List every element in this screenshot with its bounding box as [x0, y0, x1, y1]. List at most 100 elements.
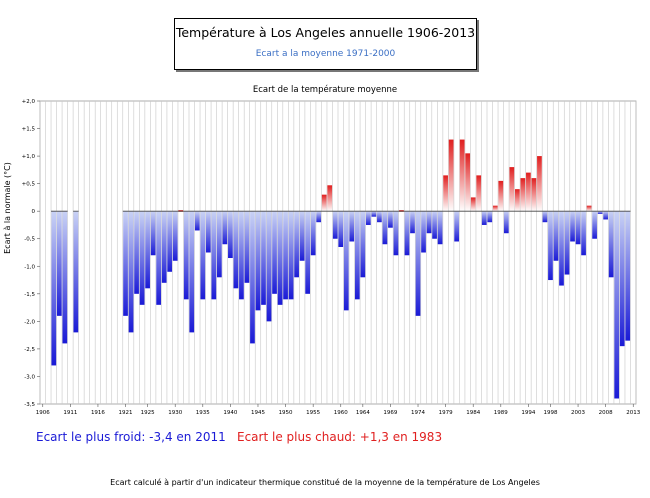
bar-1979: [443, 175, 448, 212]
bar-1910: [62, 211, 68, 344]
y-tick-label: 0: [32, 209, 36, 215]
bar-1955: [310, 211, 316, 256]
bar-1980: [448, 139, 454, 212]
bar-1945: [255, 211, 261, 311]
bar-2003: [575, 211, 581, 245]
x-tick-label: 2003: [571, 410, 585, 416]
chart-title: Ecart de la température moyenne: [252, 85, 398, 95]
page-title: Température à Los Angeles annuelle 1906-…: [175, 25, 476, 40]
bar-1929: [167, 211, 173, 272]
bar-1912: [73, 211, 79, 333]
bar-1966: [371, 211, 377, 217]
bar-1958: [327, 185, 333, 212]
bar-1996: [537, 156, 542, 212]
bar-1991: [509, 167, 515, 212]
bar-1983: [465, 153, 471, 212]
coldest-stat: Ecart le plus froid: -3,4 en 2011: [36, 430, 226, 444]
hottest-stat: Ecart le plus chaud: +1,3 en 1983: [237, 430, 443, 444]
bar-1952: [294, 211, 299, 278]
bar-2006: [592, 211, 597, 239]
bar-1947: [266, 211, 272, 322]
bar-1953: [299, 211, 305, 261]
x-tick-label: 1960: [334, 410, 348, 416]
bar-1924: [139, 211, 145, 305]
bar-2000: [559, 211, 564, 286]
x-tick-label: 1930: [168, 410, 182, 416]
bar-1926: [150, 211, 156, 256]
bar-1909: [56, 211, 62, 316]
x-tick-label: 1994: [521, 410, 535, 416]
bar-1934: [194, 211, 200, 231]
x-tick-label: 1979: [439, 410, 453, 416]
bar-1936: [205, 211, 211, 253]
x-tick-label: 1940: [223, 410, 237, 416]
bar-2012: [625, 211, 631, 341]
x-tick-label: 1998: [543, 410, 557, 416]
bar-1932: [183, 211, 189, 300]
x-tick-label: 2013: [626, 410, 640, 416]
y-tick-label: +0,5: [22, 182, 36, 188]
bar-1970: [393, 211, 399, 256]
bar-1975: [421, 211, 426, 253]
x-tick-label: 1989: [494, 410, 508, 416]
bar-1921: [123, 211, 128, 316]
y-tick-label: +1,0: [22, 154, 36, 160]
bar-1938: [216, 211, 222, 278]
bar-1976: [426, 211, 432, 234]
bar-1963: [354, 211, 360, 300]
bar-1961: [343, 211, 349, 311]
bar-1984: [470, 197, 476, 212]
bar-1908: [51, 211, 57, 366]
y-tick-label: -0,5: [24, 237, 35, 243]
bar-1965: [365, 211, 371, 225]
bar-1925: [145, 211, 150, 289]
bar-1937: [211, 211, 217, 300]
bar-1923: [134, 211, 139, 294]
bar-1987: [487, 211, 493, 223]
bar-1988: [492, 205, 498, 212]
bar-1974: [415, 211, 421, 316]
x-tick-label: 1921: [119, 410, 133, 416]
title-box: Température à Los Angeles annuelle 1906-…: [174, 18, 477, 70]
bar-1981: [454, 211, 460, 242]
x-tick-label: 1906: [36, 410, 50, 416]
bar-2004: [581, 211, 586, 256]
bar-1941: [233, 211, 239, 289]
bar-1992: [514, 189, 520, 212]
bar-1990: [503, 211, 509, 234]
y-tick-label: -2,5: [24, 347, 35, 353]
bar-1964: [360, 211, 366, 278]
bar-1928: [161, 211, 167, 283]
bar-1994: [526, 172, 531, 212]
bar-1940: [228, 211, 233, 259]
y-tick-label: -3,5: [24, 402, 35, 408]
bar-1950: [283, 211, 288, 300]
bar-1922: [128, 211, 134, 333]
x-tick-label: 1964: [356, 410, 370, 416]
bar-1949: [277, 211, 283, 305]
bar-1954: [305, 211, 311, 294]
bar-1942: [239, 211, 244, 300]
bar-1948: [272, 211, 277, 294]
bar-1927: [156, 211, 162, 305]
x-tick-label: 1945: [251, 410, 265, 416]
bar-1957: [321, 194, 327, 212]
y-tick-label: -1,5: [24, 292, 35, 298]
x-tick-label: 1974: [411, 410, 425, 416]
bar-1967: [377, 211, 382, 223]
bar-1956: [316, 211, 322, 223]
bar-1960: [338, 211, 344, 247]
x-tick-label: 1950: [279, 410, 293, 416]
bar-1997: [542, 211, 548, 223]
x-tick-label: 1984: [466, 410, 480, 416]
bar-1995: [531, 178, 537, 212]
x-tick-label: 1925: [141, 410, 155, 416]
y-tick-label: -3,0: [24, 374, 35, 380]
bar-2002: [570, 211, 575, 242]
bar-1998: [548, 211, 553, 281]
bar-1951: [288, 211, 294, 300]
bar-1985: [476, 175, 482, 212]
y-axis-label: Ecart à la normale (°C): [3, 162, 12, 254]
bar-1968: [382, 211, 388, 245]
bar-1935: [200, 211, 206, 300]
